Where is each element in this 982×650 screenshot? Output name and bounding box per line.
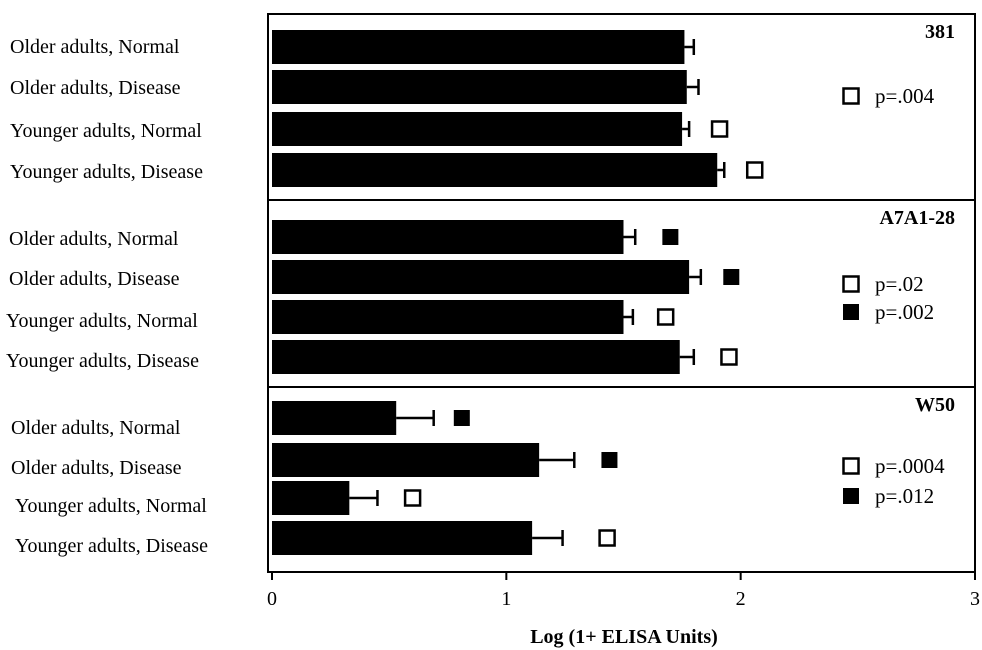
legend-pvalue: p=.0004 — [875, 454, 945, 478]
category-label: Older adults, Disease — [10, 77, 181, 99]
legend-filled-square — [843, 488, 859, 504]
bar — [272, 300, 624, 334]
bar — [272, 220, 624, 254]
panel-title: W50 — [915, 394, 955, 416]
category-label: Older adults, Disease — [9, 268, 180, 290]
category-label: Older adults, Normal — [9, 228, 179, 250]
legend-pvalue: p=.004 — [875, 84, 935, 108]
open-square-marker — [720, 348, 738, 366]
category-label: Older adults, Normal — [11, 417, 181, 439]
panel-title: A7A1-28 — [879, 207, 955, 229]
category-label: Younger adults, Normal — [6, 310, 198, 332]
legend-open-square — [842, 457, 860, 475]
x-tick-label: 1 — [501, 588, 511, 610]
bar — [272, 521, 533, 555]
category-label: Younger adults, Disease — [15, 535, 208, 557]
filled-square-marker — [723, 269, 740, 285]
category-label: Younger adults, Normal — [15, 495, 207, 517]
filled-square-marker — [453, 410, 470, 426]
filled-square-marker — [601, 452, 618, 468]
filled-square-marker — [662, 229, 679, 245]
category-label: Older adults, Normal — [10, 36, 180, 58]
x-tick-label: 2 — [736, 588, 746, 610]
bar — [272, 260, 690, 294]
legend-pvalue: p=.012 — [875, 484, 934, 508]
category-label: Older adults, Disease — [11, 457, 182, 479]
bar — [272, 70, 687, 104]
panel-title: 381 — [925, 21, 955, 43]
legend-filled-square — [843, 304, 859, 320]
open-square-marker — [745, 161, 764, 179]
open-square-marker — [598, 529, 616, 547]
plot-frame — [267, 13, 976, 573]
x-tick-label: 3 — [970, 588, 980, 610]
bar — [272, 340, 680, 374]
legend-pvalue: p=.02 — [875, 272, 924, 296]
category-label: Younger adults, Disease — [10, 161, 203, 183]
x-tick-label: 0 — [267, 588, 277, 610]
bar — [272, 30, 685, 64]
category-label: Younger adults, Normal — [10, 120, 202, 142]
legend-open-square — [842, 87, 860, 105]
bar — [272, 153, 718, 187]
open-square-marker — [403, 489, 422, 507]
legend-open-square — [842, 275, 860, 293]
bar — [272, 481, 350, 515]
open-square-marker — [710, 120, 729, 138]
bar — [272, 112, 683, 146]
x-axis-label: Log (1+ ELISA Units) — [530, 626, 718, 648]
bar — [272, 443, 540, 477]
open-square-marker — [656, 308, 675, 326]
bar — [272, 401, 397, 435]
category-label: Younger adults, Disease — [6, 350, 199, 372]
legend-pvalue: p=.002 — [875, 300, 934, 324]
